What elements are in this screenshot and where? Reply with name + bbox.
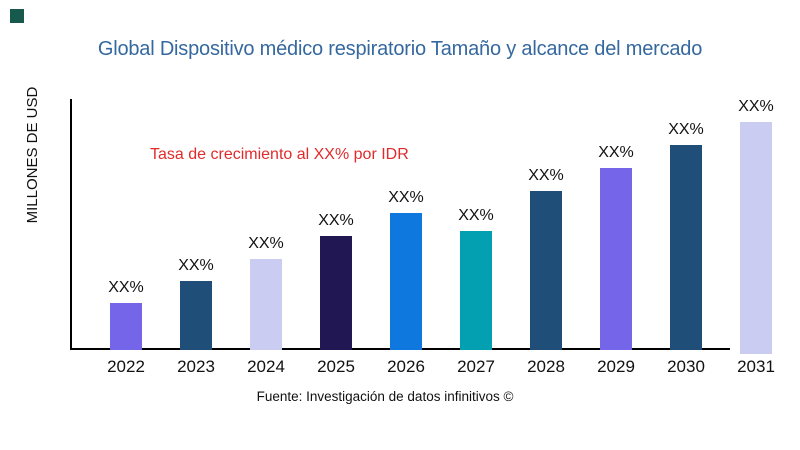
x-tick-label-2029: 2029 bbox=[597, 357, 635, 376]
x-tick-label-2024: 2024 bbox=[247, 357, 285, 376]
bar-value-label: XX% bbox=[458, 207, 494, 224]
bar-value-label: XX% bbox=[318, 212, 354, 229]
bar-value-label: XX% bbox=[108, 279, 144, 296]
growth-rate-annotation: Tasa de crecimiento al XX% por IDR bbox=[150, 146, 409, 163]
bar-2026 bbox=[390, 213, 422, 350]
x-tick-label-2030: 2030 bbox=[667, 357, 705, 376]
bar-2023 bbox=[180, 281, 212, 350]
x-tick-label-2025: 2025 bbox=[317, 357, 355, 376]
bar-value-label: XX% bbox=[668, 121, 704, 138]
bar-value-label: XX% bbox=[738, 98, 774, 115]
y-axis-label: MILLONES DE USD bbox=[24, 86, 41, 224]
bar-2025 bbox=[320, 236, 352, 350]
bar-2030 bbox=[670, 145, 702, 350]
bar-2031 bbox=[740, 122, 772, 354]
x-tick-label-2027: 2027 bbox=[457, 357, 495, 376]
x-tick-label-2031: 2031 bbox=[737, 357, 775, 376]
source-caption: Fuente: Investigación de datos infinitiv… bbox=[256, 389, 514, 404]
bar-value-label: XX% bbox=[528, 167, 564, 184]
bar-value-label: XX% bbox=[598, 144, 634, 161]
bar-value-label: XX% bbox=[248, 235, 284, 252]
bar-2027 bbox=[460, 231, 492, 350]
bar-value-label: XX% bbox=[178, 257, 214, 274]
x-tick-label-2026: 2026 bbox=[387, 357, 425, 376]
bar-2028 bbox=[530, 191, 562, 350]
bar-2024 bbox=[250, 259, 282, 350]
bar-2029 bbox=[600, 168, 632, 350]
y-axis-line bbox=[70, 99, 72, 350]
chart-title: Global Dispositivo médico respiratorio T… bbox=[97, 38, 703, 60]
x-tick-label-2028: 2028 bbox=[527, 357, 565, 376]
bar-value-label: XX% bbox=[388, 189, 424, 206]
x-tick-label-2022: 2022 bbox=[107, 357, 145, 376]
bar-2022 bbox=[110, 303, 142, 350]
x-tick-label-2023: 2023 bbox=[177, 357, 215, 376]
brand-square-mark bbox=[10, 9, 24, 23]
